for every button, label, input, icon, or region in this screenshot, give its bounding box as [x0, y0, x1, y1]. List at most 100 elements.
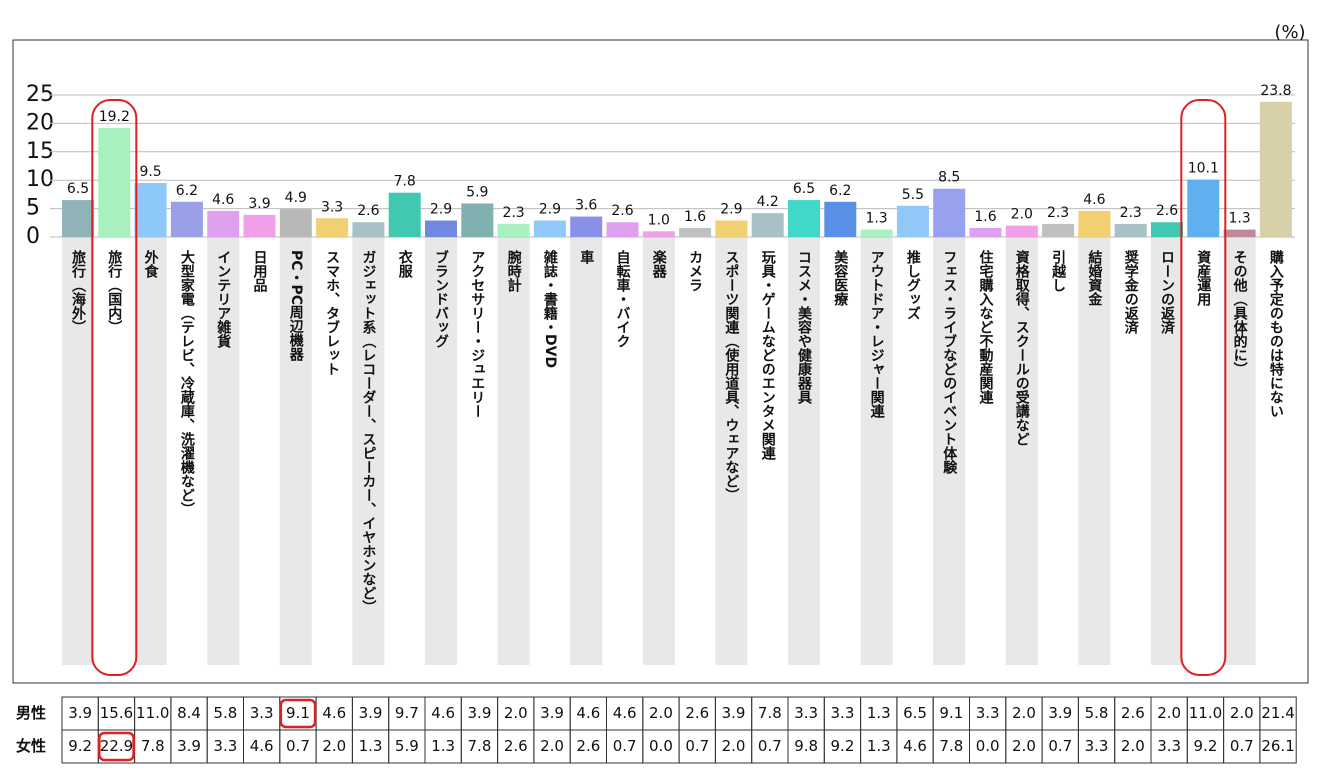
category-label: 資産運用 [1195, 249, 1211, 307]
row-label: 男性 [16, 704, 46, 722]
bar [751, 213, 784, 237]
label-background [1078, 237, 1111, 665]
table-value: 0.7 [685, 737, 709, 755]
label-background [860, 237, 893, 665]
table-value: 0.7 [286, 737, 310, 755]
bar [62, 200, 94, 237]
table-value: 2.0 [1012, 737, 1036, 755]
label-background [207, 237, 240, 665]
category-label: ガジェット系（レコーダー、スピーカー、イヤホンなど） [360, 250, 377, 614]
category-label: 結婚資金 [1086, 249, 1103, 306]
table-cell [1259, 729, 1297, 764]
table-value: 9.8 [794, 737, 818, 755]
bar [98, 127, 131, 237]
table-value: 1.3 [867, 737, 891, 755]
bar [642, 231, 675, 237]
table-value: 3.9 [1048, 704, 1072, 722]
value-label: 2.3 [1120, 205, 1142, 221]
bar [316, 218, 349, 237]
category-label: 玩具・ゲームなどのエンタメ関連 [760, 250, 777, 461]
category-label: PC・PC周辺機器 [288, 250, 305, 362]
bar [606, 222, 639, 237]
table-value: 21.4 [1261, 704, 1294, 722]
row-label: 女性 [16, 737, 46, 755]
bar [896, 205, 929, 237]
table-value: 1.3 [431, 737, 455, 755]
table-value: 26.1 [1261, 737, 1294, 755]
bar [1151, 222, 1183, 237]
label-background [1005, 237, 1038, 665]
plot-frame [12, 39, 1309, 684]
value-label: 4.6 [1083, 192, 1105, 208]
y-tick-label: 20 [26, 110, 54, 135]
category-label: コスメ・美容や健康器具 [796, 250, 813, 405]
cell-highlight [279, 698, 317, 729]
bar [134, 183, 167, 237]
bar [388, 192, 421, 237]
table-value: 22.9 [100, 737, 133, 755]
category-label: 資格取得、スクールの受講など [1014, 249, 1031, 446]
label-background [570, 237, 603, 665]
bar [243, 214, 276, 237]
bar [788, 200, 820, 237]
bar [533, 220, 566, 237]
value-label: 3.9 [248, 196, 270, 212]
value-label: 1.0 [648, 212, 670, 228]
bar [933, 188, 966, 237]
value-label: 5.5 [902, 187, 924, 203]
table-value: 11.0 [136, 704, 169, 722]
bar [1259, 101, 1292, 237]
table-value: 4.6 [576, 704, 600, 722]
y-tick-label: 15 [26, 139, 54, 164]
category-label: 奨学金の返済 [1123, 249, 1140, 335]
label-background [62, 237, 94, 665]
table-value: 6.5 [903, 704, 927, 722]
table-value: 7.8 [758, 704, 782, 722]
label-background [642, 237, 675, 665]
table-value: 2.6 [576, 737, 600, 755]
bar [1005, 225, 1038, 237]
value-label: 6.2 [829, 183, 851, 199]
bar [715, 220, 748, 237]
value-label: 2.9 [720, 202, 742, 218]
category-label: 購入予定のものは特にない [1268, 249, 1285, 418]
bar [279, 209, 312, 237]
bar [352, 222, 385, 237]
category-label: アウトドア・レジャー関連 [869, 250, 885, 419]
category-label: 腕時計 [506, 249, 522, 293]
label-background [1223, 237, 1256, 665]
category-label: 推しグッズ [905, 249, 921, 320]
y-tick-label: 25 [26, 82, 54, 107]
label-background [425, 237, 457, 665]
table-value: 1.3 [867, 704, 891, 722]
table-value: 2.0 [504, 704, 528, 722]
table-value: 5.8 [213, 704, 237, 722]
table-value: 3.9 [68, 704, 92, 722]
y-tick-label: 5 [26, 196, 40, 221]
table-value: 2.0 [322, 737, 346, 755]
table-value: 11.0 [1189, 704, 1222, 722]
table-value: 2.0 [540, 737, 564, 755]
table-value: 9.1 [939, 704, 963, 722]
table-value: 7.8 [939, 737, 963, 755]
value-label: 2.6 [1156, 203, 1178, 219]
table-value: 3.9 [468, 704, 492, 722]
table-value: 2.6 [1121, 704, 1145, 722]
category-label: 楽器 [651, 249, 668, 279]
label-background [497, 237, 530, 665]
table-value: 2.0 [1121, 737, 1145, 755]
y-tick-label: 0 [26, 224, 40, 249]
highlight [1180, 99, 1227, 676]
table-value: 3.9 [177, 737, 201, 755]
value-label: 6.2 [176, 183, 198, 199]
category-label: その他（具体的に） [1232, 250, 1249, 376]
table-value: 8.4 [177, 704, 201, 722]
value-label: 8.5 [938, 170, 960, 186]
category-label: 美容医療 [832, 249, 849, 307]
category-label: 衣服 [397, 249, 413, 279]
value-label: 2.6 [611, 203, 633, 219]
bar [497, 223, 530, 237]
bar [425, 220, 457, 237]
value-label: 7.8 [394, 174, 416, 190]
